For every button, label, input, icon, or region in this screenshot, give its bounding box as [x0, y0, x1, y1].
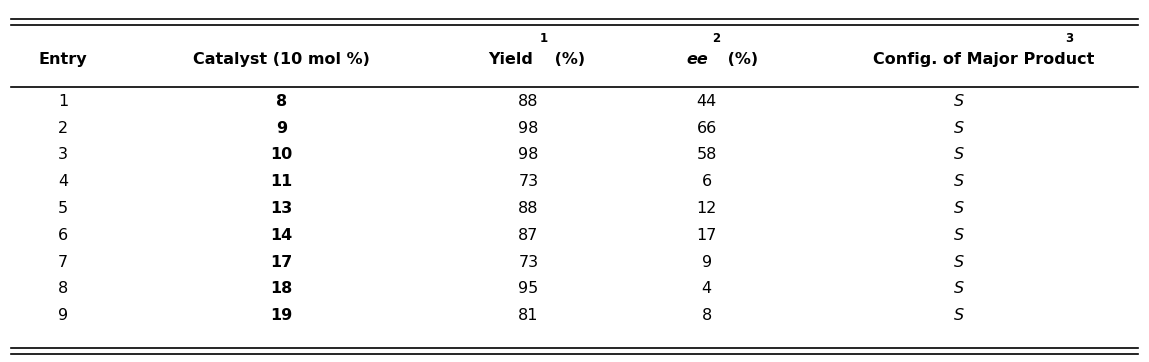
Text: 9: 9: [59, 308, 68, 323]
Text: Catalyst (10 mol %): Catalyst (10 mol %): [193, 52, 370, 67]
Text: 4: 4: [59, 174, 68, 189]
Text: ee: ee: [686, 52, 708, 67]
Text: 17: 17: [696, 228, 717, 243]
Text: 19: 19: [270, 308, 293, 323]
Text: 3: 3: [1065, 31, 1073, 45]
Text: S: S: [955, 281, 964, 296]
Text: 88: 88: [518, 94, 539, 109]
Text: 2: 2: [59, 121, 68, 136]
Text: (%): (%): [549, 52, 585, 67]
Text: (%): (%): [722, 52, 757, 67]
Text: S: S: [955, 254, 964, 270]
Text: 7: 7: [59, 254, 68, 270]
Text: 87: 87: [518, 228, 539, 243]
Text: 12: 12: [696, 201, 717, 216]
Text: 8: 8: [276, 94, 287, 109]
Text: 10: 10: [270, 147, 293, 163]
Text: 14: 14: [270, 228, 293, 243]
Text: 18: 18: [270, 281, 293, 296]
Text: 98: 98: [518, 147, 539, 163]
Text: 73: 73: [518, 254, 539, 270]
Text: 58: 58: [696, 147, 717, 163]
Text: S: S: [955, 308, 964, 323]
Text: S: S: [955, 174, 964, 189]
Text: S: S: [955, 121, 964, 136]
Text: S: S: [955, 94, 964, 109]
Text: 9: 9: [702, 254, 711, 270]
Text: 3: 3: [59, 147, 68, 163]
Text: 8: 8: [702, 308, 711, 323]
Text: Entry: Entry: [39, 52, 87, 67]
Text: Yield: Yield: [488, 52, 539, 67]
Text: 95: 95: [518, 281, 539, 296]
Text: S: S: [955, 201, 964, 216]
Text: 4: 4: [702, 281, 711, 296]
Text: 9: 9: [276, 121, 287, 136]
Text: Config. of Major Product: Config. of Major Product: [873, 52, 1095, 67]
Text: 13: 13: [270, 201, 293, 216]
Text: 8: 8: [59, 281, 68, 296]
Text: 98: 98: [518, 121, 539, 136]
Text: 1: 1: [540, 31, 548, 45]
Text: S: S: [955, 228, 964, 243]
Text: 6: 6: [59, 228, 68, 243]
Text: 5: 5: [59, 201, 68, 216]
Text: 66: 66: [696, 121, 717, 136]
Text: 81: 81: [518, 308, 539, 323]
Text: 73: 73: [518, 174, 539, 189]
Text: 11: 11: [270, 174, 293, 189]
Text: S: S: [955, 147, 964, 163]
Text: 6: 6: [702, 174, 711, 189]
Text: 1: 1: [59, 94, 68, 109]
Text: 88: 88: [518, 201, 539, 216]
Text: 17: 17: [270, 254, 293, 270]
Text: 44: 44: [696, 94, 717, 109]
Text: 2: 2: [712, 31, 720, 45]
